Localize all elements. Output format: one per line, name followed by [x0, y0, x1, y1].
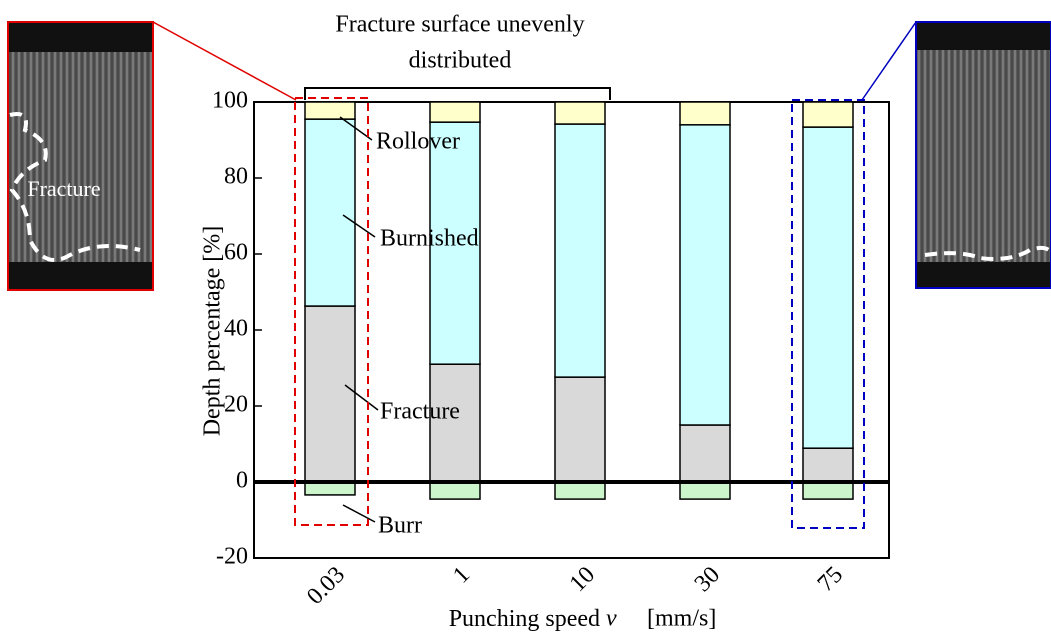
bar-segment: [554, 481, 606, 500]
connector: [861, 21, 917, 101]
bar-segment: [554, 101, 606, 125]
bar-segment: [802, 447, 854, 483]
bar-segment: [679, 124, 731, 426]
bar-segment: [802, 126, 854, 449]
x-label-text: Punching speed: [449, 606, 600, 632]
x-tick-label: 10: [565, 562, 600, 597]
bar-segment: [802, 101, 854, 128]
bar-segment: [304, 101, 356, 120]
leader-line: [342, 504, 376, 523]
bar-segment: [679, 101, 731, 126]
series-label: Fracture: [380, 399, 460, 425]
highlight-box: [294, 97, 369, 526]
bar-segment: [429, 121, 481, 365]
annotation: distributed: [409, 48, 512, 74]
image-label: Fracture: [27, 176, 100, 201]
bar-segment: [429, 363, 481, 483]
y-tick-label: -20: [216, 544, 248, 570]
annotation: Fracture surface unevenly: [335, 12, 584, 38]
bar-segment: [554, 123, 606, 378]
bar-segment: [429, 101, 481, 123]
bar-segment: [429, 481, 481, 500]
x-tick-label: 1: [448, 562, 475, 589]
x-axis-label: Punching speed: [449, 606, 600, 632]
leader-line: [339, 116, 373, 141]
x-label-unit: [mm/s]: [647, 606, 716, 632]
bracket: [304, 87, 611, 100]
leader-line: [344, 384, 379, 411]
highlight-box: [791, 99, 865, 529]
x-tick-label: 75: [813, 562, 848, 597]
right-micrograph: [915, 21, 1051, 289]
y-tick-label: 80: [224, 164, 248, 190]
series-label: Burr: [378, 513, 422, 539]
bar-segment: [304, 305, 356, 483]
y-axis-label: Depth percentage [%]: [200, 226, 226, 437]
bar-segment: [679, 424, 731, 483]
connector: [152, 21, 297, 101]
x-tick-label: 30: [690, 562, 725, 597]
y-tick-label: 20: [224, 392, 248, 418]
series-label: Rollover: [376, 129, 460, 155]
x-tick-label: 0.03: [302, 562, 350, 610]
x-label-var: v: [606, 606, 617, 632]
y-tick-label: 60: [224, 240, 248, 266]
bar-segment: [802, 481, 854, 500]
y-tick-label: 0: [236, 468, 248, 494]
left-micrograph: Fracture: [7, 21, 154, 291]
y-tick-label: 40: [224, 316, 248, 342]
y-tick-label: 100: [212, 88, 248, 114]
bar-segment: [304, 118, 356, 307]
bar-segment: [554, 376, 606, 483]
series-label: Burnished: [380, 226, 479, 252]
leader-line: [342, 214, 376, 238]
bar-segment: [679, 481, 731, 500]
